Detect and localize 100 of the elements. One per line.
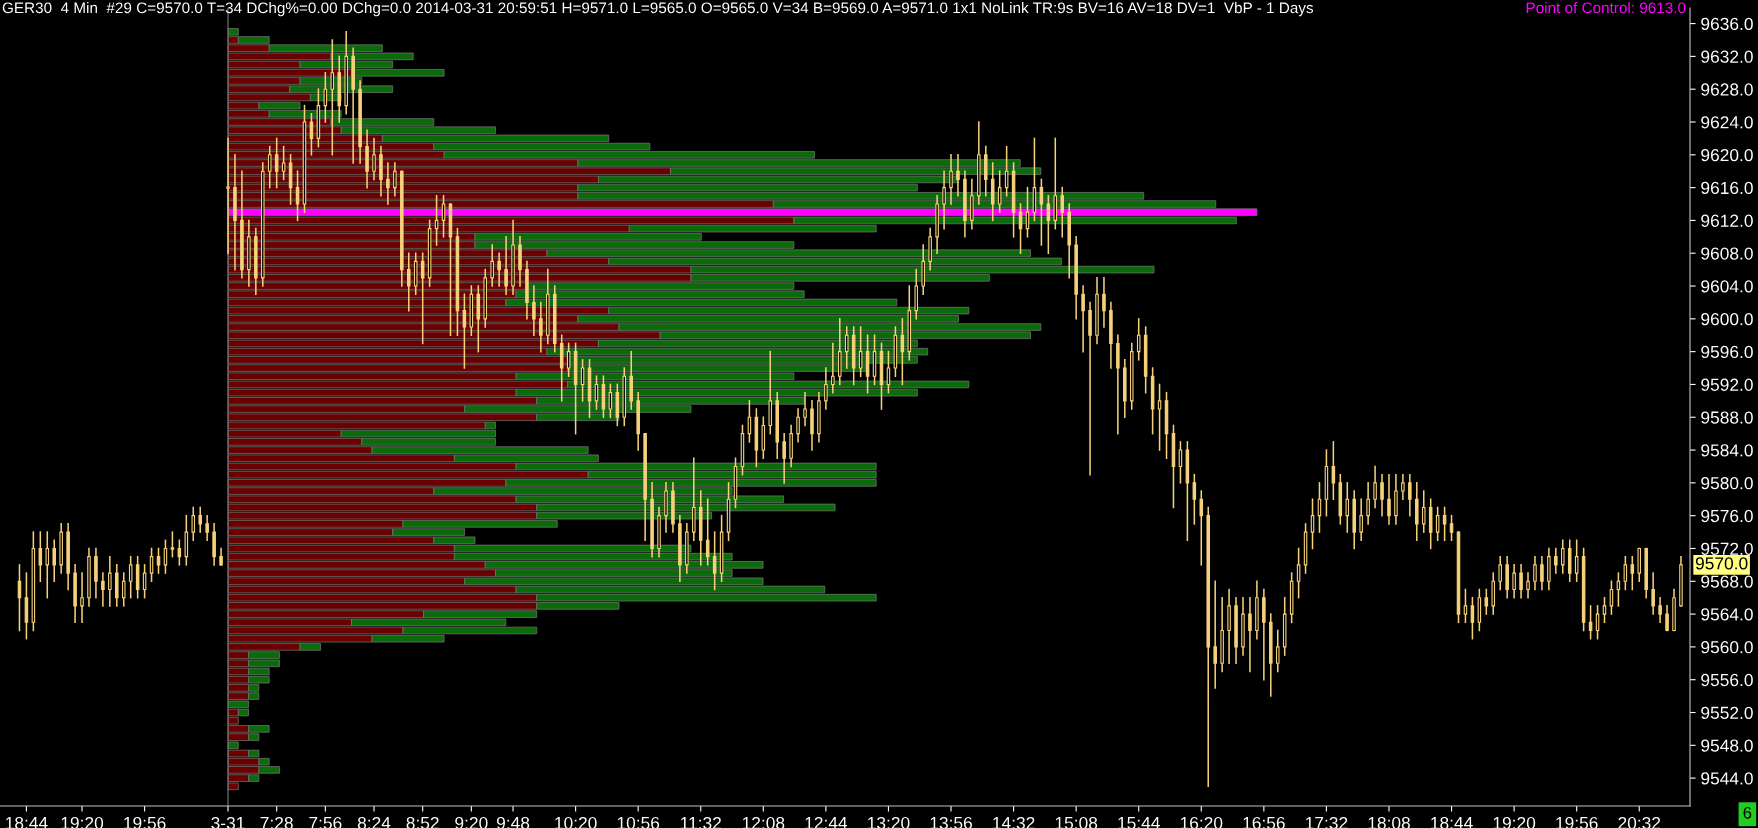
candlestick	[1136, 318, 1141, 361]
y-tick-label: 9632.0	[1701, 50, 1753, 63]
candlestick	[156, 547, 161, 574]
candlestick	[1519, 564, 1523, 599]
candlestick	[712, 531, 717, 591]
candlestick	[831, 342, 835, 394]
candlestick	[1561, 539, 1565, 574]
candlestick	[205, 514, 209, 542]
candlestick	[45, 531, 50, 599]
candlestick	[281, 145, 286, 181]
candlestick	[1366, 482, 1370, 525]
candlestick	[1540, 555, 1544, 591]
candlestick	[782, 432, 786, 484]
candlestick	[1651, 572, 1655, 615]
candlestick	[1380, 473, 1384, 517]
y-tick-label: 9560.0	[1701, 641, 1753, 654]
candlestick	[1533, 555, 1537, 591]
candlestick	[1512, 564, 1516, 599]
candlestick	[1373, 465, 1377, 509]
x-tick-label: 12:44	[805, 816, 848, 828]
candlestick	[1345, 482, 1350, 533]
candlestick	[267, 145, 272, 189]
y-tick-label: 9572.0	[1701, 542, 1753, 555]
candlestick	[1213, 580, 1217, 689]
candlestick	[1046, 195, 1051, 254]
candlestick	[38, 531, 43, 583]
candlestick	[1248, 596, 1252, 673]
text: 9570.0	[1695, 557, 1748, 570]
y-tick-label: 9576.0	[1701, 509, 1753, 523]
candlestick	[1275, 629, 1280, 673]
candlestick	[1421, 490, 1426, 533]
y-tick-label: 9608.0	[1701, 247, 1753, 260]
candlestick	[1602, 596, 1607, 624]
candlestick	[1060, 186, 1065, 238]
y-tick-label: 9604.0	[1701, 280, 1753, 293]
candlestick	[1658, 596, 1662, 624]
candlestick	[1157, 383, 1162, 451]
candlestick	[1081, 285, 1085, 353]
candlestick	[1192, 473, 1197, 525]
candlestick	[1463, 588, 1468, 624]
candlestick	[900, 318, 905, 386]
y-tick-label: 9552.0	[1701, 706, 1753, 719]
candlestick	[1359, 498, 1363, 542]
candlestick	[539, 301, 543, 353]
y-tick-label: 9628.0	[1701, 83, 1753, 96]
candlestick	[323, 72, 328, 123]
candlestick	[108, 555, 112, 607]
candlestick	[1102, 277, 1106, 328]
candlestick	[1554, 547, 1558, 574]
candlestick	[406, 252, 411, 312]
candlestick	[1574, 539, 1579, 583]
candlestick	[1630, 555, 1635, 591]
y-tick-label: 9596.0	[1701, 345, 1753, 359]
candlestick	[1435, 506, 1440, 542]
candlestick	[824, 367, 828, 410]
candlestick	[1665, 605, 1669, 632]
candlestick	[497, 252, 501, 287]
candlestick	[198, 506, 202, 533]
candlestick	[997, 170, 1002, 213]
candlestick	[80, 572, 84, 624]
y-tick-label: 9636.0	[1701, 17, 1753, 31]
annotation: Point of Control: 9613.0	[1526, 2, 1686, 14]
y-tick-label: 9556.0	[1701, 673, 1753, 687]
candlestick	[191, 506, 196, 542]
y-tick-label: 9616.0	[1701, 181, 1753, 195]
candlestick	[226, 137, 230, 254]
candlestick	[1484, 588, 1489, 615]
y-tick-label: 9584.0	[1701, 444, 1753, 457]
candlestick	[330, 39, 335, 156]
y-tick-label: 9568.0	[1701, 575, 1753, 588]
chart-title: GER30 4 Min #29 C=9570.0 T=34 DChg%=0.00 DChg=0.0 2014-03-31 20:59:51 H=9571.0 L=9565.0 O=9565.0 V=34 B=9569.0 A=9571.0 1x1 NoLink TR:9s BV=16 AV=18 DV=1 VbP - 1 Days	[2, 2, 1314, 17]
candlestick	[504, 236, 508, 295]
y-tick-label: 9544.0	[1701, 772, 1753, 785]
candlestick	[566, 342, 571, 378]
candlestick	[1498, 555, 1502, 591]
candlestick	[1623, 555, 1628, 591]
candlestick	[1199, 490, 1204, 566]
candlestick	[52, 539, 56, 583]
candlestick	[1401, 473, 1405, 501]
candlestick	[532, 285, 536, 337]
candlestick	[956, 154, 960, 197]
candlestick	[1387, 473, 1391, 525]
candlestick	[1408, 473, 1412, 517]
y-tick-label: 9624.0	[1701, 116, 1753, 129]
y-tick-label: 9612.0	[1701, 214, 1753, 227]
candlestick	[1449, 514, 1454, 542]
candlestick	[386, 162, 390, 205]
candlestick	[705, 498, 710, 566]
y-tick-label: 9580.0	[1701, 477, 1753, 490]
candlestick	[372, 137, 376, 181]
candlestick	[490, 244, 494, 287]
candlestick	[858, 326, 863, 378]
candlestick	[844, 326, 849, 369]
candlestick	[942, 170, 946, 230]
candlestick	[128, 555, 133, 599]
y-tick-label: 9600.0	[1701, 313, 1753, 326]
text: 6	[1743, 806, 1752, 819]
candlestick	[121, 572, 126, 607]
candlestick	[393, 162, 397, 197]
candlestick	[274, 137, 279, 189]
